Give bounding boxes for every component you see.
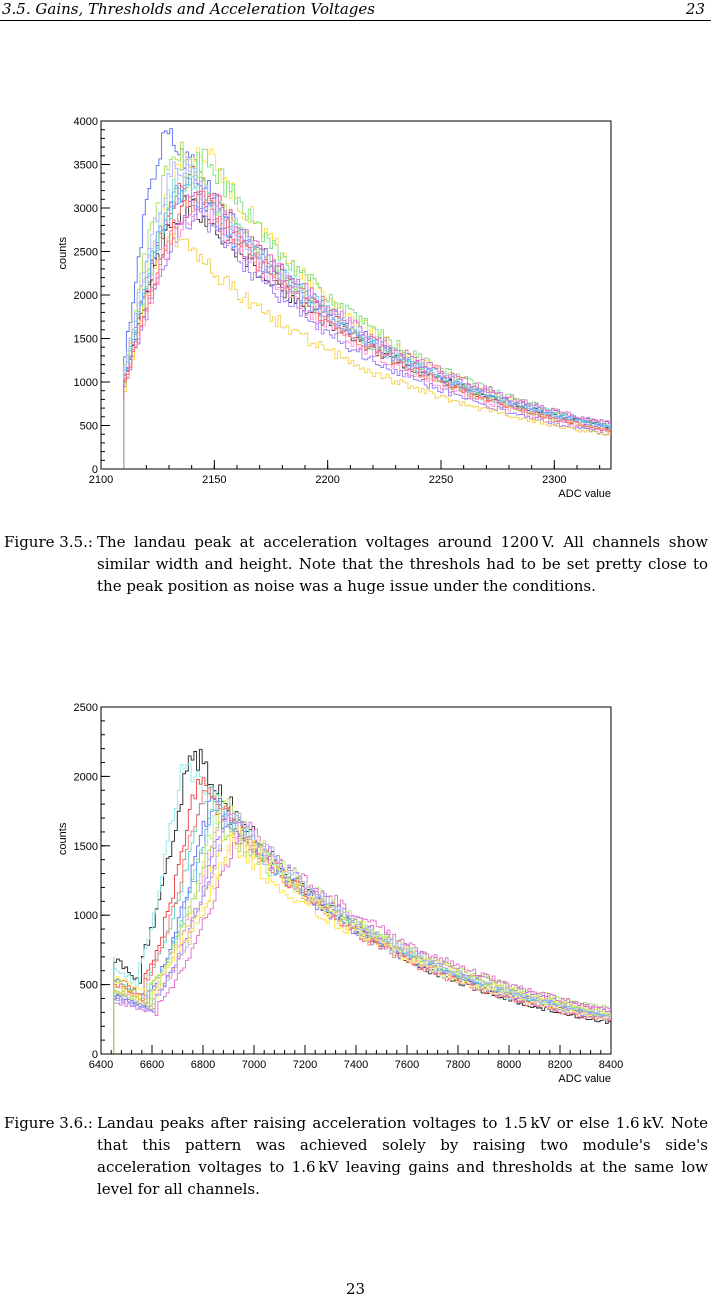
figure-3-6-caption: Figure 3.6.: Landau peaks after raising … — [4, 1112, 708, 1200]
y-tick-label: 500 — [80, 980, 98, 992]
header-rule — [0, 20, 711, 21]
x-tick-label: 2300 — [542, 474, 566, 486]
y-tick-label: 2000 — [74, 771, 98, 783]
y-tick-label: 2000 — [74, 290, 98, 302]
x-tick-label: 7800 — [446, 1059, 470, 1071]
x-tick-label: 7400 — [344, 1059, 368, 1071]
section-title: 3.5. Gains, Thresholds and Acceleration … — [2, 0, 375, 18]
figure-3-6-chart: 0 500 1000 1500 2000 2500 6400 6600 6800 7000 7200… — [57, 702, 623, 1085]
x-tick-label: 6800 — [191, 1059, 215, 1071]
figure-label: Figure 3.6.: — [4, 1114, 93, 1132]
y-tick-label: 4000 — [74, 116, 98, 128]
histogram-series-12 — [123, 233, 611, 469]
histogram-series-16 — [113, 787, 611, 1054]
histogram-series-1 — [113, 748, 611, 1054]
x-tick-label: 8200 — [548, 1059, 572, 1071]
y-tick-label: 2500 — [74, 247, 98, 259]
y-axis-label: counts — [57, 822, 69, 855]
x-tick-label: 2100 — [89, 474, 113, 486]
figure-3-5-chart: 0 500 1000 1500 2000 2500 3000 3500 4000 2100 2150… — [57, 116, 612, 500]
x-tick-label: 6400 — [89, 1059, 113, 1071]
histogram-series-16 — [123, 191, 611, 469]
header-page-number: 23 — [685, 0, 705, 18]
histogram-series-17 — [113, 812, 611, 1054]
x-tick-label: 2150 — [202, 474, 226, 486]
y-tick-label: 0 — [92, 464, 98, 476]
x-tick-label: 7600 — [395, 1059, 419, 1071]
y-tick-label: 3000 — [74, 203, 98, 215]
histogram-series-3 — [123, 148, 611, 469]
x-tick-label: 6600 — [140, 1059, 164, 1071]
page-number: 23 — [345, 1280, 366, 1298]
caption-text: Landau peaks after raising acceleration … — [97, 1114, 708, 1198]
x-axis-label: ADC value — [558, 1073, 611, 1085]
y-tick-label: 1500 — [74, 841, 98, 853]
y-tick-label: 1000 — [74, 377, 98, 389]
x-tick-label: 2250 — [429, 474, 453, 486]
y-tick-label: 1000 — [74, 910, 98, 922]
x-tick-label: 7200 — [293, 1059, 317, 1071]
figure-label: Figure 3.5.: — [4, 533, 93, 551]
y-tick-label: 0 — [92, 1049, 98, 1061]
caption-text: The landau peak at acceleration voltages… — [97, 533, 708, 595]
histogram-series-11 — [123, 206, 611, 469]
x-tick-label: 8000 — [497, 1059, 521, 1071]
histogram-series-15 — [113, 798, 611, 1054]
histogram-series-13 — [123, 178, 611, 469]
histogram-series-14 — [113, 816, 611, 1054]
x-tick-label: 2200 — [315, 474, 339, 486]
x-tick-label: 8400 — [599, 1059, 623, 1071]
y-tick-label: 1500 — [74, 334, 98, 346]
x-tick-label: 7000 — [242, 1059, 266, 1071]
running-header: 3.5. Gains, Thresholds and Acceleration … — [0, 0, 711, 22]
y-axis-label: counts — [57, 237, 69, 270]
figure-3-5-caption: Figure 3.5.: The landau peak at accelera… — [4, 531, 708, 597]
y-tick-label: 500 — [80, 421, 98, 433]
y-tick-label: 2500 — [74, 702, 98, 714]
y-tick-label: 3500 — [74, 160, 98, 172]
x-axis-label: ADC value — [558, 488, 611, 500]
histogram-series-18 — [113, 826, 611, 1054]
histogram-series-14 — [123, 190, 611, 469]
histogram-series-10 — [123, 141, 611, 469]
